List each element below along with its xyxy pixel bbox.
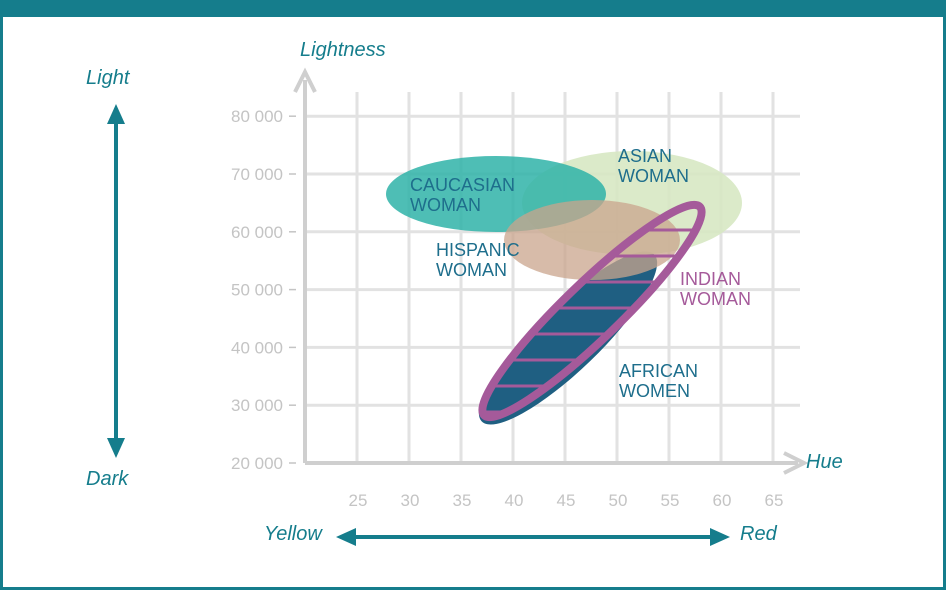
african-label-line: AFRICAN: [619, 361, 698, 381]
hispanic-label-line: WOMAN: [436, 260, 507, 280]
caucasian-label-line: CAUCASIAN: [410, 175, 515, 195]
x-tick-label: 35: [453, 491, 472, 510]
regions: AFRICANWOMENASIANWOMANCAUCASIANWOMANHISP…: [386, 146, 751, 425]
light-label: Light: [86, 67, 131, 89]
y-tick-label: 30 000: [231, 396, 283, 415]
african-label-line: WOMEN: [619, 381, 690, 401]
x-axis-arrowhead: [783, 451, 809, 475]
x-tick-label: 40: [505, 491, 524, 510]
asian-label-line: ASIAN: [618, 146, 672, 166]
y-tick-label: 80 000: [231, 107, 283, 126]
y-tick-label: 50 000: [231, 281, 283, 300]
x-tick-label: 55: [661, 491, 680, 510]
hispanic-label-line: HISPANIC: [436, 240, 520, 260]
x-tick-label: 60: [713, 491, 732, 510]
y-tick-label: 70 000: [231, 165, 283, 184]
y-tick-label: 60 000: [231, 223, 283, 242]
dark-label: Dark: [86, 468, 129, 490]
caucasian-label-line: WOMAN: [410, 195, 481, 215]
red-label: Red: [740, 523, 778, 545]
y-tick-label: 40 000: [231, 338, 283, 357]
hispanic-region: [504, 200, 680, 280]
vertical-double-arrow: [107, 104, 125, 458]
x-tick-label: 30: [401, 491, 420, 510]
x-tick-label: 45: [557, 491, 576, 510]
horizontal-double-arrow: [336, 528, 730, 546]
x-axis-label: Hue: [806, 451, 843, 473]
axes: [293, 67, 809, 475]
african-region: [478, 251, 658, 425]
asian-label-line: WOMAN: [618, 166, 689, 186]
yellow-label: Yellow: [264, 523, 323, 545]
x-tick-label: 25: [349, 491, 368, 510]
tick-labels: 20 000 30 000 40 000 50 000 60 000 70 000 80 0…: [231, 107, 783, 510]
y-axis-arrowhead: [293, 67, 317, 93]
indian-label-line: INDIAN: [680, 269, 741, 289]
indian-label-line: WOMAN: [680, 289, 751, 309]
y-axis-label: Lightness: [300, 39, 386, 61]
y-tick-label: 20 000: [231, 454, 283, 473]
x-tick-label: 50: [609, 491, 628, 510]
indian-region: [478, 200, 706, 422]
x-tick-label: 65: [765, 491, 784, 510]
